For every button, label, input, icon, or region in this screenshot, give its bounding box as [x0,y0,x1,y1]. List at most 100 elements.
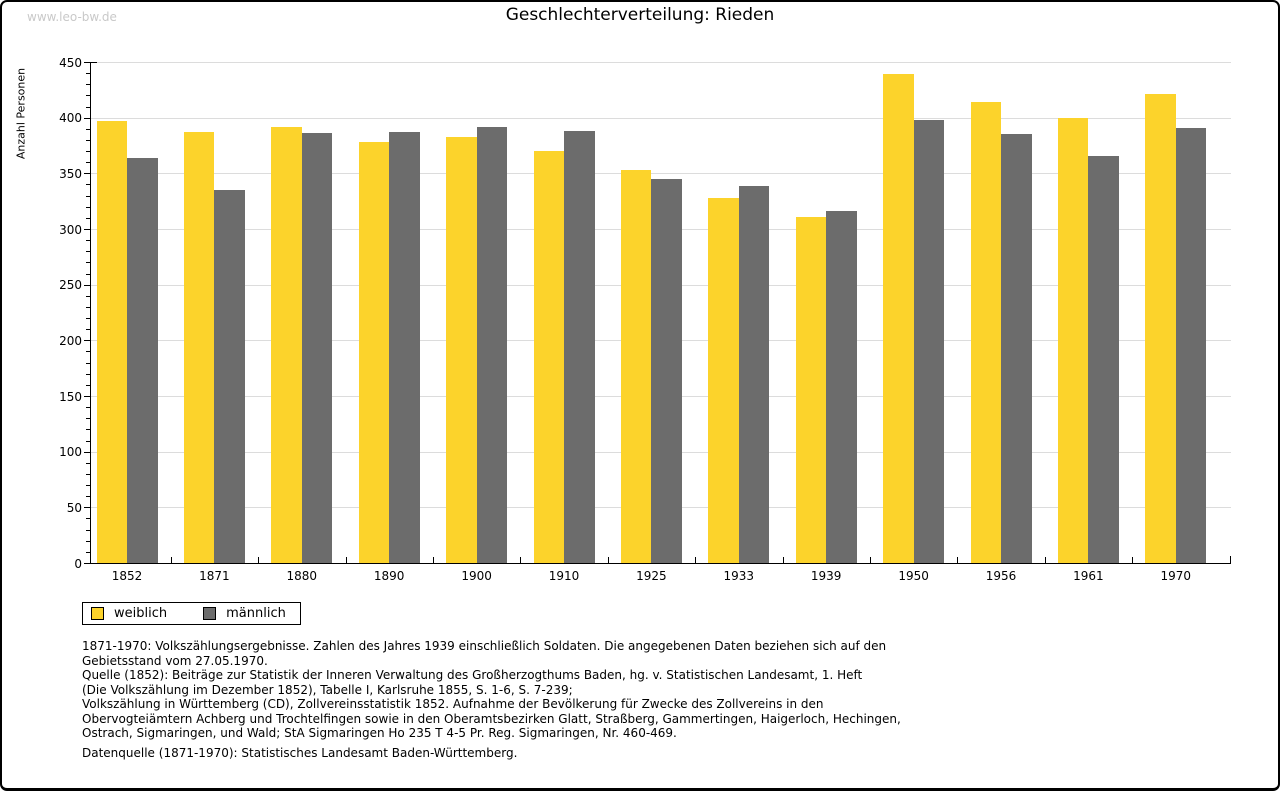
y-axis-tick [86,496,90,498]
bar-weiblich-1880 [271,126,302,563]
bar-weiblich-1970 [1145,94,1176,563]
footnote-line: Obervogteiämtern Achberg und Trochtelfin… [82,711,901,726]
x-tick-label: 1950 [898,569,929,583]
bar-männlich-1933 [738,185,770,563]
y-axis-tick [86,384,90,386]
x-axis-tick [607,557,609,563]
page-title: Geschlechterverteilung: Rieden [505,5,775,25]
y-axis-tick [84,284,90,286]
x-tick-label: 1925 [636,569,667,583]
legend-item-männlich: männlich [203,606,286,621]
footnote-line: Volkszählung in Württemberg (CD), Zollve… [82,697,824,711]
x-axis-tick [1044,557,1046,563]
legend-item-weiblich: weiblich [91,606,167,621]
y-axis-tick [86,195,90,197]
x-axis-tick [695,557,697,563]
x-tick-label: 1871 [199,569,230,583]
datasource-text: Datenquelle (1871-1970): Statistisches L… [82,746,518,760]
y-axis-tick [86,518,90,520]
bar-männlich-1852 [127,157,158,563]
x-tick-label: 1956 [985,569,1017,583]
y-axis-line [90,62,91,564]
bar-weiblich-1933 [708,197,739,563]
bar-männlich-1956 [1001,134,1032,563]
footnote-line: Gebietsstand vom 27.05.1970. [82,653,268,668]
y-axis-tick [84,229,90,230]
y-axis-tick [86,462,90,464]
y-axis-tick [86,139,90,141]
x-axis-tick [869,557,871,563]
x-tick-label: 1933 [723,569,755,583]
y-axis-tick [84,563,90,564]
bar-weiblich-1900 [446,136,477,563]
x-tick-label: 1890 [373,569,405,583]
y-axis-tick [86,540,90,542]
y-tick-label: 450 [59,55,82,70]
y-axis-tick [86,151,90,153]
y-axis-tick [86,407,90,409]
y-tick-label: 100 [59,445,82,460]
bar-männlich-1890 [389,132,420,563]
footnote-line: (Die Volkszählung im Dezember 1852), Tab… [82,682,573,697]
y-axis-tick [86,240,90,242]
y-tick-label: 250 [59,278,82,293]
x-axis-tick [432,557,434,563]
y-axis-tick [86,551,90,553]
x-axis-tick [1132,557,1134,563]
bar-weiblich-1925 [620,169,652,563]
y-axis-tick [86,362,90,364]
bar-männlich-1900 [476,126,508,563]
x-tick-label: 1970 [1160,569,1192,583]
y-axis-tick [86,529,90,531]
gridline [90,117,1231,119]
y-axis-tick [86,262,90,264]
footnote-line: 1871-1970: Volkszählungsergebnisse. Zahl… [82,639,887,653]
y-axis-tick [86,429,90,431]
y-axis-tick [86,162,90,164]
bar-männlich-1910 [564,131,595,563]
legend-swatch-icon [91,607,104,620]
y-axis-tick [86,95,90,97]
y-axis-tick [86,306,90,308]
x-tick-label: 1900 [461,569,492,583]
bar-weiblich-1956 [970,102,1001,563]
y-axis-tick [84,62,90,63]
y-axis-tick [86,217,90,219]
x-tick-label: 1939 [810,569,842,583]
y-axis-tick [86,473,90,475]
y-axis-tick [86,73,90,75]
x-tick-label: 1961 [1073,569,1104,583]
y-tick-label: 400 [59,111,82,126]
y-axis-tick [84,340,90,342]
legend: weiblich männlich [82,602,301,625]
bar-weiblich-1939 [795,216,827,563]
gridline [90,173,1231,175]
x-axis-tick [957,557,959,563]
x-tick-label: 1852 [111,569,143,583]
y-axis-tick [86,418,90,420]
bar-weiblich-1910 [533,151,564,563]
y-axis-tick [86,329,90,331]
y-axis-tick [86,206,90,208]
bar-männlich-1970 [1175,127,1207,563]
y-axis-tick [86,318,90,320]
axis-corner-tick-right [1230,556,1231,563]
x-tick-label: 1880 [286,569,318,583]
y-axis-tick [86,440,90,442]
y-tick-label: 0 [74,556,82,571]
y-axis-tick [86,295,90,297]
y-tick-label: 50 [66,500,82,515]
y-tick-label: 300 [59,222,82,237]
footnote-text: 1871-1970: Volkszählungsergebnisse. Zahl… [82,639,1202,741]
gridline [90,62,1231,63]
bar-männlich-1939 [826,211,857,563]
y-axis-tick [84,117,90,119]
axis-corner-tick-top [90,62,97,63]
bar-männlich-1925 [651,178,682,563]
x-axis-tick [258,557,260,563]
bar-weiblich-1961 [1057,117,1089,563]
bar-weiblich-1950 [883,74,914,563]
x-axis-tick [782,557,784,563]
